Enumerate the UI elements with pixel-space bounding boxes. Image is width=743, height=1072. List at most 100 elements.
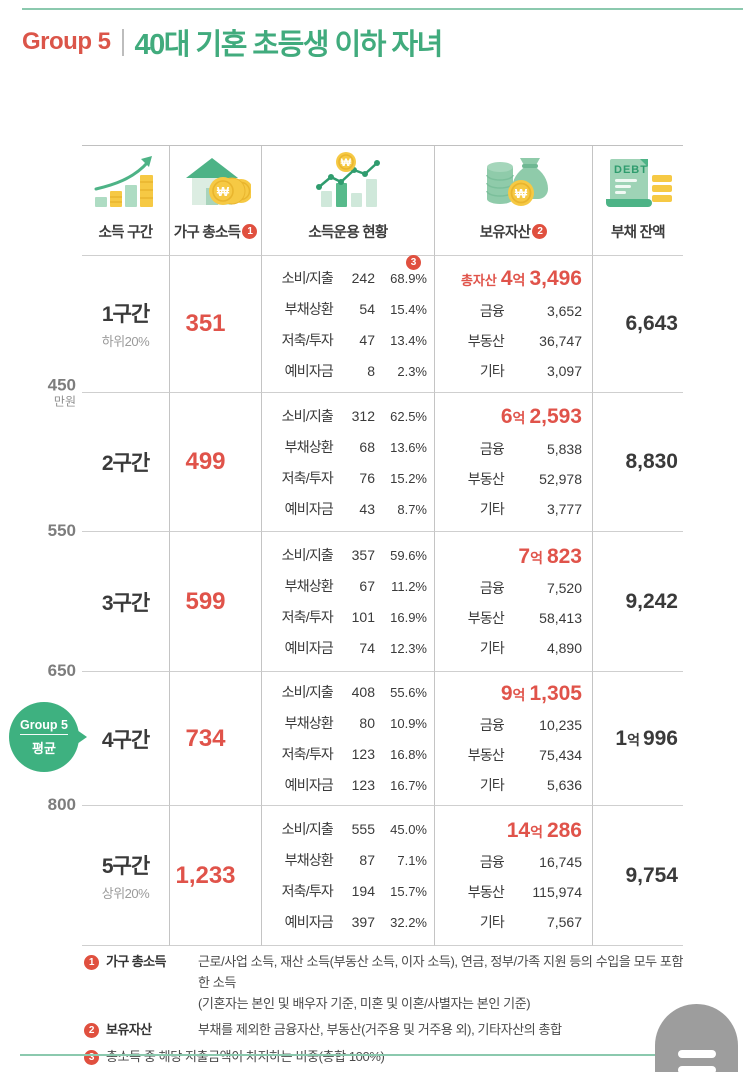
asset-row: 기타 7,567 [439, 912, 582, 932]
column-header-4: ₩ 보유자산 2 [435, 146, 593, 256]
usage-value: 555 [351, 821, 375, 837]
debt-value: 1억 996 [615, 727, 678, 751]
column-label-text: 보유자산 [479, 225, 531, 241]
usage-percent: 15.4% [390, 301, 427, 317]
asset-value: 75,434 [539, 747, 582, 764]
asset-label: 금융 [479, 580, 505, 597]
debt-cell: 6,643 [593, 256, 683, 393]
bracket-cell: 2구간 [82, 393, 170, 532]
column-label: 가구 총소득 1 [174, 221, 258, 242]
assets-cell: 7억 823 금융 7,520 부동산 58,413 기타 4,890 [435, 532, 593, 672]
usage-label: 소비/지출 [281, 684, 334, 700]
assets-cell: 6억 2,593 금융 5,838 부동산 52,978 기타 3,777 [435, 393, 593, 532]
usage-label: 소비/지출 [281, 269, 334, 286]
menu-fab-button[interactable] [655, 1004, 738, 1072]
usage-cell: 소비/지출 312 62.5% 부채상환 68 13.6% 저축/투자 76 15.2% 예비자금… [262, 393, 435, 532]
usage-value: 80 [359, 715, 375, 731]
usage-row: 부채상환 67 11.2% [266, 576, 427, 596]
asset-row: 기타 3,777 [439, 499, 582, 519]
debt-value-unit: 억 [627, 731, 640, 748]
assets-cell: 총자산 4억 3,496 금융 3,652 부동산 36,747 기타 3,097 [435, 256, 593, 393]
usage-row: 부채상환 80 10.9% [266, 713, 427, 733]
usage-value: 47 [359, 331, 375, 348]
title-separator [121, 28, 124, 56]
column-header-1: 소득 구간 [82, 146, 170, 256]
usage-value: 74 [359, 640, 375, 656]
usage-row: 예비자금 123 16.7% [266, 775, 427, 795]
usage-value: 242 [351, 269, 375, 286]
assets-total-value: 7 [518, 544, 531, 568]
usage-label: 저축/투자 [281, 331, 334, 348]
column-header-3: ₩ 소득운용 현황 [262, 146, 435, 256]
menu-icon [677, 1066, 716, 1072]
usage-percent: 15.2% [390, 470, 427, 486]
income-value: 599 [185, 587, 226, 615]
usage-list: 소비/지출 408 55.6% 부채상환 80 10.9% 저축/투자 123 16.8% 예비자… [266, 682, 427, 795]
assets-total-value: 9 [500, 681, 513, 705]
income-bracket-table: 소득 구간 ₩ 가구 총소득 1 ₩ 소득운용 현황 ₩ 보유자산 2 DEBT 부채 잔액 1구간 하… [82, 145, 683, 946]
group-label: Group 5 [22, 28, 111, 55]
asset-row: 부동산 36,747 [439, 331, 582, 351]
column-label: 부채 잔액 [611, 221, 666, 242]
footnotes: 1 가구 총소득 근로/사업 소득, 재산 소득(부동산 소득, 이자 소득), 연… [84, 952, 686, 1068]
asset-row: 기타 4,890 [439, 638, 582, 658]
asset-value: 16,745 [539, 854, 582, 871]
asset-row: 금융 3,652 [439, 301, 582, 321]
axis-unit: 만원 [53, 393, 76, 408]
column-label: 보유자산 2 [480, 221, 548, 242]
income-value: 1,233 [175, 861, 236, 889]
usage-label: 부채상환 [284, 715, 334, 731]
usage-label: 예비자금 [284, 640, 334, 656]
usage-label: 소비/지출 [281, 547, 334, 563]
debt-scroll-icon: DEBT [602, 153, 674, 209]
asset-row: 부동산 58,413 [439, 608, 582, 628]
income-axis-label: 550 [0, 521, 76, 541]
rising-bars-icon [93, 153, 159, 209]
asset-label: 부동산 [467, 332, 505, 349]
income-cell: 351 [170, 256, 262, 393]
asset-row: 부동산 52,978 [439, 469, 582, 489]
axis-value: 650 [47, 661, 76, 681]
income-axis-label: 800 [0, 795, 76, 815]
usage-list: 소비/지출 357 59.6% 부채상환 67 11.2% 저축/투자 101 16.9% 예비자… [266, 545, 427, 658]
usage-cell: 소비/지출 555 45.0% 부채상환 87 7.1% 저축/투자 194 15.7% 예비자금… [262, 806, 435, 946]
footnote-line: 총소득 중 해당 지출금액이 차지하는 비중(총합 100%) [106, 1049, 385, 1065]
usage-row: 저축/투자 76 15.2% [266, 468, 427, 488]
usage-value: 397 [351, 914, 375, 930]
usage-value: 87 [359, 852, 375, 868]
income-cell: 734 [170, 672, 262, 806]
usage-cell: 소비/지출 357 59.6% 부채상환 67 11.2% 저축/투자 101 16.9% 예비자… [262, 532, 435, 672]
usage-value: 312 [351, 407, 375, 424]
column-header-5: DEBT 부채 잔액 [593, 146, 683, 256]
assets-total-value2: 286 [546, 818, 582, 842]
usage-row: 부채상환 68 13.6% [266, 437, 427, 457]
usage-percent: 16.9% [390, 610, 427, 625]
asset-row: 금융 5,838 [439, 439, 582, 459]
debt-value-number2: 996 [642, 726, 678, 750]
usage-row: 소비/지출 242 68.9% 3 [266, 254, 427, 288]
axis-value: 800 [47, 795, 76, 815]
debt-value: 9,242 [625, 589, 678, 613]
coins-moneybag-icon: ₩ [477, 151, 551, 209]
usage-value: 76 [359, 469, 375, 486]
usage-percent: 55.6% [390, 685, 427, 700]
usage-row: 예비자금 8 2.3% [266, 361, 427, 381]
footnote: 3 총소득 중 해당 지출금액이 차지하는 비중(총합 100%) [84, 1047, 686, 1068]
assets-total: 총자산 4억 3,496 [439, 267, 582, 290]
usage-label: 부채상환 [284, 438, 334, 455]
usage-row: 부채상환 54 15.4% [266, 299, 427, 319]
bracket-label: 4구간 [101, 728, 150, 752]
footnote-marker-3: 3 [84, 1050, 99, 1066]
usage-row: 저축/투자 101 16.9% [266, 607, 427, 627]
asset-value: 3,097 [546, 362, 582, 379]
footnote-line: (기혼자는 본인 및 배우자 기준, 미혼 및 이혼/사별자는 본인 기준) [198, 995, 531, 1011]
chart-coin-icon: ₩ [309, 151, 387, 209]
assets-total: 7억 823 [439, 545, 582, 568]
asset-row: 부동산 115,974 [439, 882, 582, 902]
asset-label: 기타 [479, 914, 505, 931]
asset-label: 부동산 [467, 884, 505, 901]
usage-value: 8 [367, 362, 375, 379]
footnote-text: 근로/사업 소득, 재산 소득(부동산 소득, 이자 소득), 연금, 정부/가… [198, 952, 686, 1014]
column-label: 소득 구간 [99, 221, 154, 242]
top-divider [22, 8, 743, 10]
